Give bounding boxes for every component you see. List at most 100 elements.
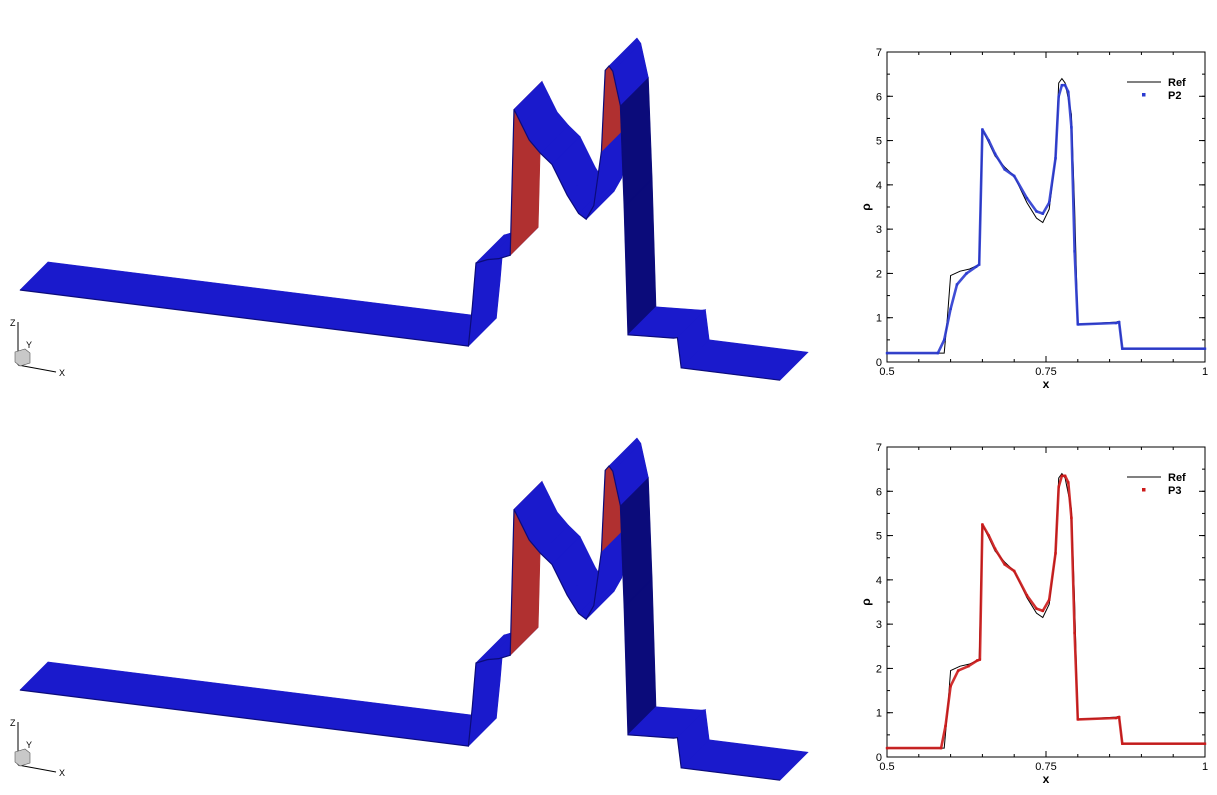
- triad-x-label: X: [59, 768, 65, 778]
- data-point: [1121, 742, 1124, 745]
- data-point: [1121, 347, 1124, 350]
- data-point: [1025, 594, 1029, 597]
- x-tick-label: 1: [1202, 761, 1208, 773]
- triad-z-label: Z: [10, 318, 16, 328]
- y-tick-label: 7: [876, 47, 882, 59]
- x-tick-label: 0.75: [1035, 366, 1056, 378]
- axis-triad: Z Y X: [10, 318, 65, 378]
- surface-view-p2: Z Y X: [0, 0, 830, 395]
- surface-patch: [19, 661, 498, 747]
- y-tick-label: 0: [876, 752, 882, 764]
- data-point: [978, 658, 982, 661]
- data-point: [957, 669, 960, 672]
- data-point: [1013, 174, 1016, 178]
- x-tick-label: 1: [1202, 366, 1208, 378]
- y-tick-label: 3: [876, 619, 882, 631]
- data-point: [1070, 516, 1073, 520]
- surface-front-edge: [19, 65, 781, 381]
- data-point: [1067, 481, 1070, 484]
- y-tick-label: 7: [876, 442, 882, 454]
- series-line-p2: [887, 83, 1205, 355]
- y-tick-label: 5: [876, 136, 882, 148]
- y-tick-label: 3: [876, 224, 882, 236]
- data-point: [955, 283, 959, 286]
- data-point: [1054, 552, 1057, 555]
- data-point: [885, 746, 889, 750]
- data-point: [1063, 84, 1067, 87]
- data-point: [1060, 474, 1064, 477]
- legend-swatch: [1142, 93, 1146, 97]
- data-point: [967, 665, 970, 668]
- data-point: [885, 351, 889, 355]
- data-point: [1114, 716, 1118, 720]
- y-tick-label: 1: [876, 313, 882, 325]
- data-point: [1035, 210, 1038, 213]
- data-point: [1067, 90, 1070, 94]
- data-point: [1035, 607, 1038, 610]
- y-tick-label: 2: [876, 268, 882, 280]
- x-axis-label: x: [1043, 772, 1050, 786]
- data-point: [1073, 631, 1076, 635]
- plot-frame: [886, 446, 1206, 758]
- data-point: [1060, 84, 1064, 87]
- surface-patch: [19, 261, 498, 347]
- data-point: [939, 746, 943, 750]
- data-point: [1041, 212, 1045, 215]
- data-point: [1073, 250, 1076, 253]
- triad-z-label: Z: [10, 718, 16, 728]
- data-point: [1117, 715, 1121, 719]
- data-point: [1003, 168, 1006, 171]
- data-point: [976, 659, 979, 662]
- y-tick-label: 0: [876, 357, 882, 369]
- triad-cube: [14, 748, 31, 767]
- data-point: [1076, 323, 1079, 326]
- data-point: [987, 534, 990, 537]
- data-point: [943, 338, 946, 342]
- data-point: [1076, 718, 1079, 721]
- x-axis-label: x: [1043, 377, 1050, 391]
- data-point: [936, 351, 940, 355]
- surface-front-edge: [19, 465, 781, 781]
- y-tick-label: 6: [876, 486, 882, 498]
- legend-label: P3: [1168, 485, 1181, 497]
- legend-label: Ref: [1168, 472, 1186, 484]
- y-tick-label: 4: [876, 575, 882, 587]
- x-tick-label: 0.5: [879, 761, 894, 773]
- y-axis-label: ρ: [859, 598, 873, 605]
- data-point: [944, 724, 947, 728]
- legend-swatch: [1142, 488, 1146, 492]
- data-point: [1013, 569, 1016, 573]
- data-point: [1063, 474, 1067, 477]
- triad-cube: [14, 348, 31, 367]
- data-point: [1203, 347, 1207, 350]
- density-plot-p3: 0.5 0.75 1 0 1 2 3 4 5 6 7 x ρ Ref P3: [830, 395, 1217, 790]
- surface-3d-plot: [19, 437, 809, 781]
- data-point: [981, 523, 984, 526]
- series-line-ref: [887, 472, 1205, 749]
- density-plot-p2: 0.5 0.75 1 0 1 2 3 4 5 6 7 x ρ Ref P2: [830, 0, 1217, 395]
- triad-x-axis: [17, 364, 57, 373]
- y-tick-label: 4: [876, 180, 882, 192]
- data-point: [1203, 742, 1207, 745]
- triad-y-label: Y: [26, 740, 32, 750]
- triad-y-label: Y: [26, 340, 32, 350]
- data-point: [987, 139, 990, 142]
- data-point: [993, 152, 997, 156]
- data-point: [981, 128, 984, 131]
- data-point: [1057, 95, 1060, 98]
- y-tick-label: 2: [876, 663, 882, 675]
- y-axis-label: ρ: [859, 203, 873, 210]
- legend-label: Ref: [1168, 77, 1186, 89]
- data-point: [965, 272, 968, 275]
- data-point: [1057, 485, 1060, 489]
- data-point: [949, 307, 952, 311]
- triad-x-label: X: [59, 368, 65, 378]
- surface-3d-plot: [19, 37, 809, 381]
- y-tick-label: 1: [876, 708, 882, 720]
- data-point: [1114, 321, 1118, 325]
- data-point: [974, 265, 978, 268]
- data-point: [1054, 157, 1057, 160]
- series-line-ref: [887, 77, 1205, 354]
- triad-x-axis: [17, 764, 57, 773]
